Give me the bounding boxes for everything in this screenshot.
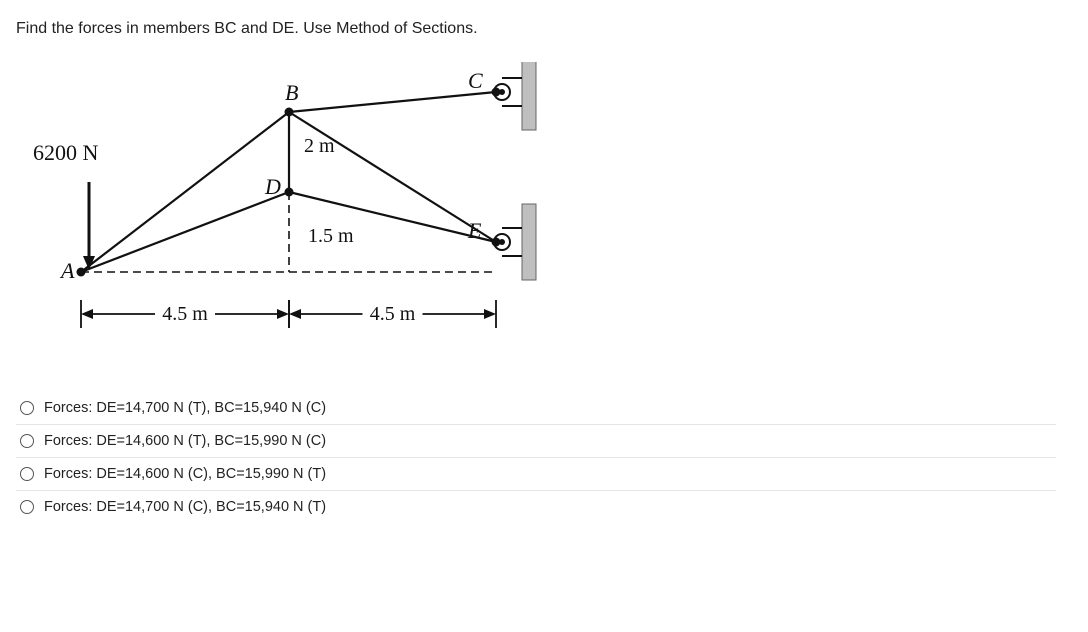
radio-icon: [20, 467, 34, 481]
svg-text:1.5 m: 1.5 m: [308, 225, 354, 247]
radio-icon: [20, 500, 34, 514]
option-row[interactable]: Forces: DE=14,600 N (C), BC=15,990 N (T): [16, 458, 1056, 491]
svg-text:A: A: [59, 258, 75, 283]
svg-text:D: D: [264, 174, 281, 199]
truss-diagram: A B C D E 6200 N 2 m 1.5 m 4.5 m 4.5 m: [26, 62, 586, 352]
radio-icon: [20, 401, 34, 415]
svg-text:4.5 m: 4.5 m: [162, 303, 208, 325]
option-row[interactable]: Forces: DE=14,700 N (T), BC=15,940 N (C): [16, 392, 1056, 425]
question-text: Find the forces in members BC and DE. Us…: [16, 20, 1072, 38]
option-row[interactable]: Forces: DE=14,700 N (C), BC=15,940 N (T): [16, 491, 1056, 523]
svg-text:4.5 m: 4.5 m: [370, 303, 416, 325]
option-label: Forces: DE=14,700 N (C), BC=15,940 N (T): [44, 499, 326, 515]
option-label: Forces: DE=14,700 N (T), BC=15,940 N (C): [44, 400, 326, 416]
answer-options: Forces: DE=14,700 N (T), BC=15,940 N (C)…: [16, 392, 1056, 523]
option-row[interactable]: Forces: DE=14,600 N (T), BC=15,990 N (C): [16, 425, 1056, 458]
radio-icon: [20, 434, 34, 448]
svg-text:6200 N: 6200 N: [33, 140, 99, 165]
svg-text:B: B: [285, 80, 298, 105]
option-label: Forces: DE=14,600 N (C), BC=15,990 N (T): [44, 466, 326, 482]
svg-text:E: E: [467, 218, 482, 243]
svg-text:C: C: [468, 68, 483, 93]
option-label: Forces: DE=14,600 N (T), BC=15,990 N (C): [44, 433, 326, 449]
svg-text:2 m: 2 m: [304, 135, 335, 157]
